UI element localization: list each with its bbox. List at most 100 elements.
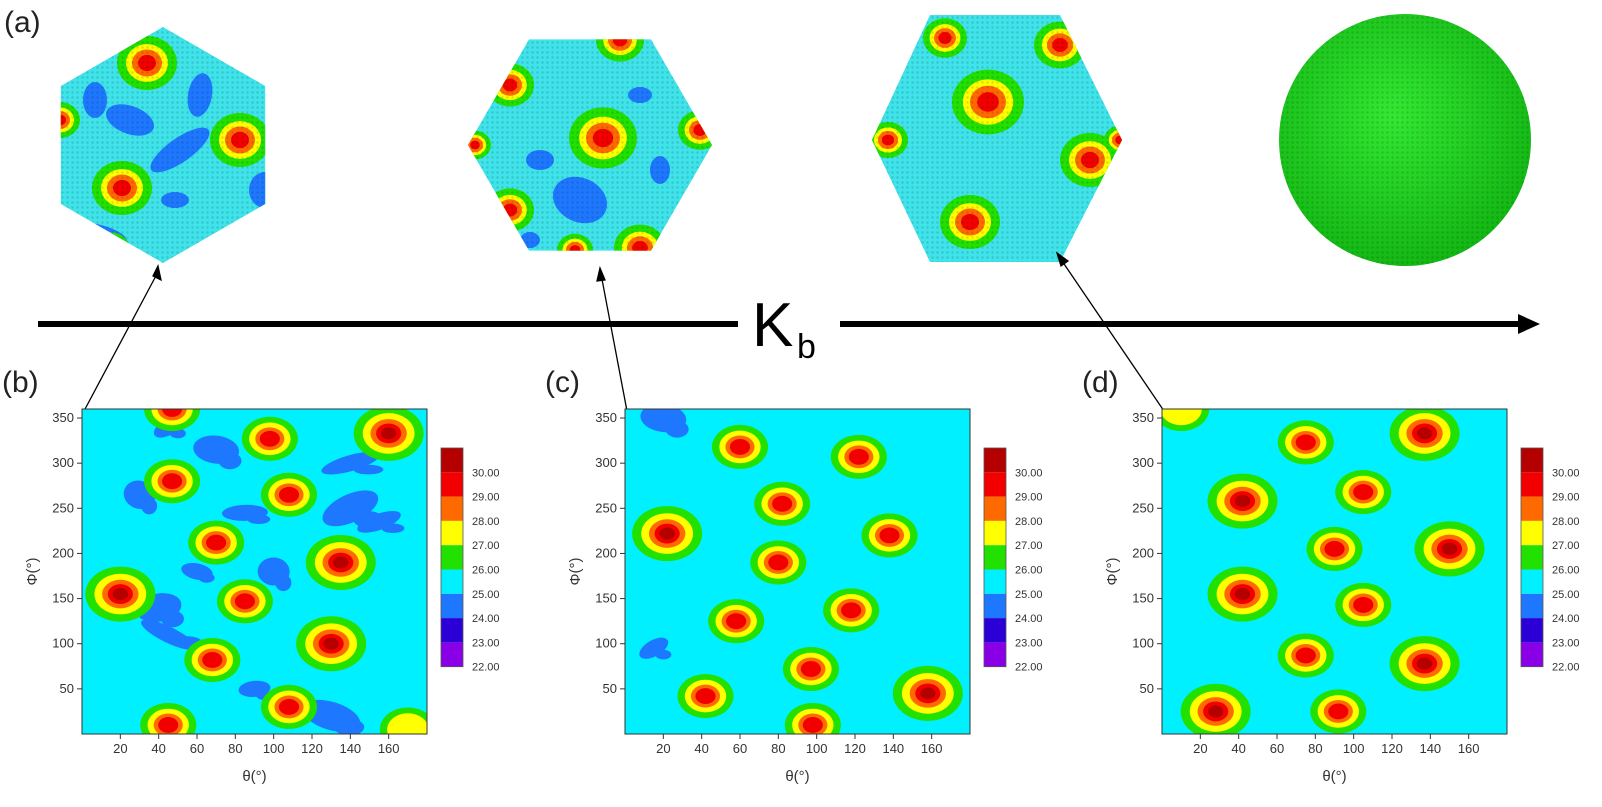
y-tick-label: 150 [52,591,74,606]
colorbar-swatch [1521,496,1543,521]
shell-structure-2 [468,39,712,251]
contour-panel-b: 20 40 60 80 100 120 140 160 50 100 150 200 250 300 350… [2,366,500,785]
x-tick-label: 120 [1381,741,1403,756]
low-region [381,523,405,534]
contour-peak [379,707,427,734]
x-tick-label: 80 [228,741,242,756]
contour-peak [677,674,734,719]
contour-peak [261,684,317,729]
contour-ring [1295,647,1316,664]
contour-peak [892,665,963,721]
contour-peak [1335,470,1392,515]
colorbar-label: 28.00 [1552,516,1580,528]
contour-peak [1207,473,1278,529]
contour-peak [1277,633,1334,678]
colorbar-swatch [441,642,463,667]
contour-ring [323,637,339,650]
shell-structure-4 [1279,14,1531,266]
y-axis-label: Φ(°) [1104,558,1121,586]
colorbar-swatch [441,472,463,497]
colorbar-label: 30.00 [1552,467,1580,479]
colorbar-swatch [1521,569,1543,594]
contour-peak [353,409,424,461]
contour-peak [184,637,241,682]
low-region [141,497,158,515]
contour-ring [1416,657,1433,670]
contour-ring [1353,596,1374,613]
contour-ring [1295,434,1316,451]
contour-ring [162,473,183,490]
x-tick-label: 20 [113,741,127,756]
y-tick-label: 100 [52,636,74,651]
x-tick-label: 120 [844,741,866,756]
colorbar-label: 27.00 [472,540,500,552]
low-region [160,610,184,628]
contour-ring [380,427,397,440]
contour-ring [772,495,793,512]
low-region [665,420,689,438]
x-tick-label: 100 [1343,741,1365,756]
y-tick-label: 150 [595,591,617,606]
contour-peak [216,579,273,624]
y-tick-label: 100 [1132,636,1154,651]
kb-arrow: K b [38,291,1540,366]
colorbar-label: 24.00 [1552,613,1580,625]
shell-vertex-spot [889,240,921,262]
colorbar-label: 27.00 [1552,540,1580,552]
colorbar-swatch [984,569,1006,594]
y-tick-label: 200 [595,545,617,560]
y-tick-label: 50 [1140,681,1154,696]
colorbar-label: 30.00 [1015,467,1043,479]
shell-texture [872,15,1122,262]
contour-peak [241,416,298,461]
kb-subscript: b [797,328,816,366]
colorbar-swatch [984,593,1006,619]
shell-structure-3 [872,15,1122,262]
contour-ring [1234,588,1251,601]
x-tick-label: 60 [1270,741,1284,756]
contour-ring [1234,495,1251,508]
contour-ring [841,602,862,619]
colorbar-frame [983,447,1007,668]
contour-peak [784,702,841,734]
contour-ring [848,448,869,465]
colorbar-swatch [441,448,463,473]
colorbar-swatch [1521,545,1543,570]
y-tick-label: 250 [1132,500,1154,515]
y-tick-label: 350 [52,410,74,425]
contour-peak [261,472,317,517]
x-tick-label: 100 [263,741,285,756]
low-region [353,464,384,475]
colorbar-label: 26.00 [472,565,500,577]
x-tick-label: 80 [771,741,785,756]
colorbar-label: 28.00 [472,516,500,528]
contour-peak [830,434,887,479]
x-axis-label: θ(°) [242,768,266,785]
x-tick-label: 140 [1419,741,1441,756]
kb-symbol: K [752,291,793,360]
contour-panel-c: 20 40 60 80 100 120 140 160 50 100 150 200 250 300 350… [545,366,1043,785]
contour-peak [1335,582,1392,627]
colorbar-swatch [441,593,463,619]
colorbar-swatch [1521,593,1543,619]
low-region [655,649,672,660]
contour-ring [158,717,179,733]
y-tick-label: 50 [60,681,74,696]
contour-ring [387,713,427,734]
colorbar-label: 25.00 [1552,589,1580,601]
colorbar-swatch [441,545,463,570]
colorbar-swatch [1521,618,1543,643]
plot-frame [624,408,971,735]
colorbar-label: 29.00 [1552,492,1580,504]
shell-vertex-spot [228,30,266,70]
plot-frame [1161,408,1508,735]
x-tick-label: 20 [1193,741,1207,756]
y-tick-label: 350 [1132,410,1154,425]
colorbar-label: 30.00 [472,467,500,479]
colorbar-swatch [984,618,1006,643]
contour-ring [726,613,747,630]
x-tick-label: 100 [806,741,828,756]
low-region [247,514,271,525]
x-tick-label: 140 [339,741,361,756]
